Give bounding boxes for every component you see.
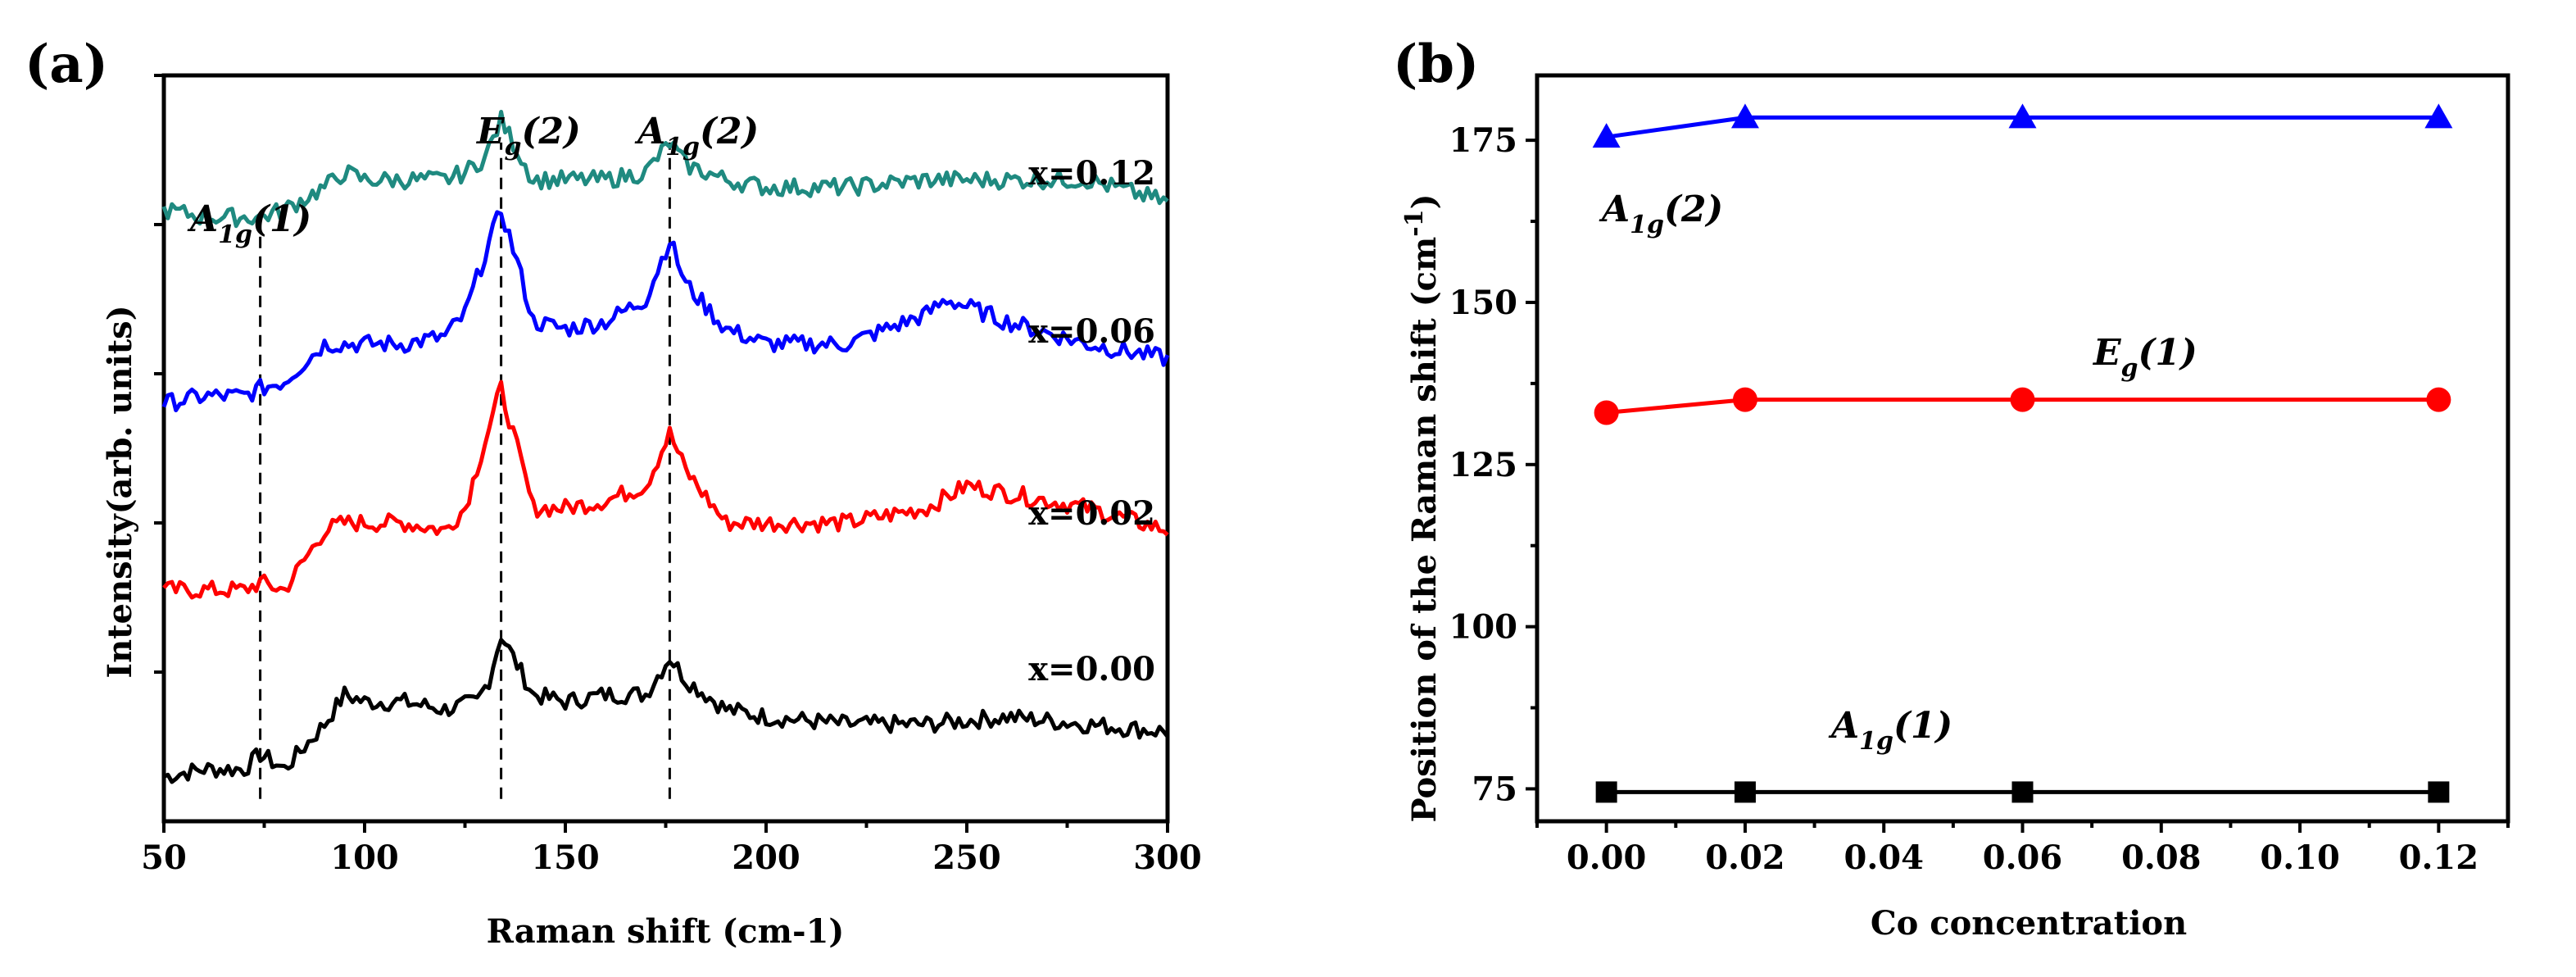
panel-a: (a) Intensity(arb. units) Raman shift (c…: [25, 34, 1202, 951]
panel-b-y-ticks: 75 100 125 150 175: [1449, 121, 1537, 808]
peak-label-eg-2: Eg(2): [475, 111, 581, 161]
spectrum-line-x002: [162, 379, 1169, 600]
series-line-a1g2: [1606, 115, 2439, 139]
peak-label-a1g-1: A1g(1): [187, 198, 311, 249]
a-x-tick-label: 100: [330, 838, 399, 877]
marker-eg1: [1732, 387, 1757, 412]
a-x-tick-label: 150: [531, 838, 600, 877]
b-y-tick-label: 125: [1449, 446, 1518, 484]
panel-a-peak-labels: A1g(1) Eg(2) A1g(2): [187, 111, 759, 249]
marker-a1g2: [2008, 103, 2037, 129]
b-y-tick-label: 150: [1449, 284, 1518, 322]
marker-eg1: [2426, 387, 2451, 412]
mode-label-eg-1: Eg(1): [2092, 332, 2197, 383]
spectrum-line-x012: [161, 110, 1169, 229]
series-label-1: x=0.02: [1028, 494, 1155, 533]
marker-a1g1: [1734, 781, 1756, 803]
mode-label-a1g-2: A1g(2): [1599, 189, 1723, 239]
spectrum-line-x000: [162, 638, 1169, 784]
marker-eg1: [1594, 400, 1619, 425]
panel-a-x-ticks: 50 100 150 200 250 300: [141, 821, 1202, 877]
panel-b-y-axis-title: Position of the Raman shift (cm-1): [1400, 193, 1444, 822]
panel-b-plot-frame: [1535, 73, 2510, 824]
series-label-3: x=0.12: [1028, 154, 1155, 193]
series-label-0: x=0.00: [1028, 650, 1155, 688]
b-x-tick-label: 0.08: [2121, 838, 2201, 877]
marker-a1g1: [2428, 781, 2450, 803]
a-x-tick-label: 250: [932, 838, 1001, 877]
marker-a1g1: [2011, 781, 2034, 803]
panel-b-x-axis-title: Co concentration: [1871, 904, 2187, 943]
b-x-tick-label: 0.12: [2399, 838, 2478, 877]
marker-a1g2: [2424, 103, 2453, 129]
b-y-tick-label: 100: [1449, 608, 1518, 647]
series-label-2: x=0.06: [1028, 312, 1155, 351]
b-x-tick-label: 0.00: [1567, 838, 1646, 877]
marker-a1g2: [1592, 123, 1621, 148]
b-x-tick-label: 0.06: [1983, 838, 2062, 877]
b-y-tick-label: 175: [1449, 121, 1518, 160]
panel-a-y-ticks: [154, 74, 164, 674]
spectrum-line-x006: [161, 210, 1170, 412]
marker-a1g1: [1595, 781, 1617, 803]
b-y-tick-label: 75: [1472, 770, 1517, 808]
series-line-eg1: [1606, 398, 2439, 415]
a-x-tick-label: 300: [1133, 838, 1202, 877]
a-x-tick-label: 200: [732, 838, 800, 877]
panel-b-series: [1592, 103, 2453, 803]
panel-a-spectra: [161, 110, 1170, 784]
panel-b-label: (b): [1393, 34, 1479, 95]
b-x-tick-label: 0.10: [2260, 838, 2339, 877]
panel-b-mode-labels: A1g(2) Eg(1) A1g(1): [1599, 189, 2197, 756]
b-x-tick-label: 0.04: [1844, 838, 1924, 877]
panel-b: (b) Position of the Raman shift (cm-1) C…: [1393, 34, 2510, 943]
peak-label-a1g-2: A1g(2): [634, 111, 759, 161]
marker-a1g2: [1730, 103, 1759, 129]
panel-b-x-ticks: 0.00 0.02 0.04 0.06 0.08 0.10 0.12: [1535, 821, 2510, 877]
a-x-tick-label: 50: [141, 838, 187, 877]
panel-a-peak-markers: [259, 142, 671, 799]
b-x-tick-label: 0.02: [1705, 838, 1785, 877]
panel-a-series-labels: x=0.00 x=0.02 x=0.06 x=0.12: [1028, 154, 1155, 688]
panel-a-x-axis-title: Raman shift (cm-1): [487, 912, 845, 951]
marker-eg1: [2010, 387, 2035, 412]
panel-a-label: (a): [25, 34, 108, 95]
panel-a-y-axis-title: Intensity(arb. units): [101, 305, 139, 678]
mode-label-a1g-1: A1g(1): [1828, 705, 1952, 756]
